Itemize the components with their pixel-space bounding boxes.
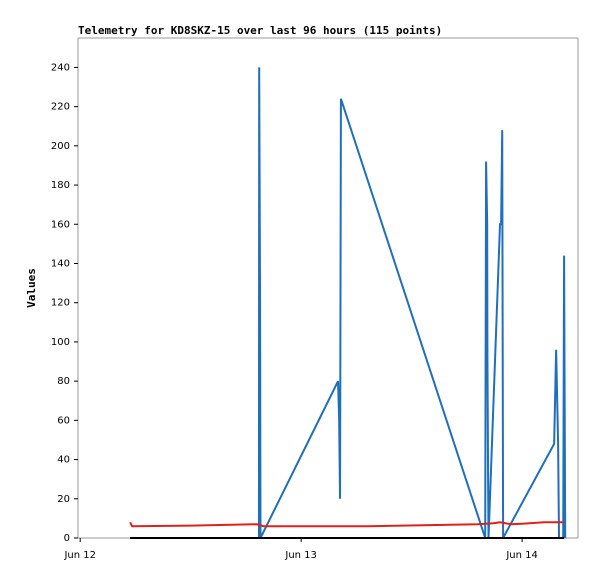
y-tick-label: 180 — [51, 180, 70, 191]
chart-title: Telemetry for KD8SKZ-15 over last 96 hou… — [78, 24, 442, 37]
data-line — [129, 521, 565, 528]
x-tick-label: Jun 13 — [284, 550, 317, 561]
y-tick-label: 240 — [51, 62, 70, 73]
y-tick-label: 200 — [51, 141, 70, 152]
y-axis-label: Values — [25, 268, 38, 308]
y-tick-label: 80 — [57, 376, 70, 387]
y-tick-label: 220 — [51, 102, 70, 113]
y-tick-label: 20 — [57, 494, 70, 505]
y-tick-label: 100 — [51, 337, 70, 348]
y-tick-label: 160 — [51, 219, 70, 230]
y-tick-label: 40 — [57, 455, 70, 466]
x-tick-label: Jun 12 — [63, 550, 96, 561]
y-tick-label: 140 — [51, 258, 70, 269]
data-line — [130, 67, 567, 539]
y-tick-label: 120 — [51, 298, 70, 309]
x-tick-label: Jun 14 — [505, 550, 538, 561]
y-tick-label: 0 — [64, 533, 70, 544]
y-tick-label: 60 — [57, 415, 70, 426]
